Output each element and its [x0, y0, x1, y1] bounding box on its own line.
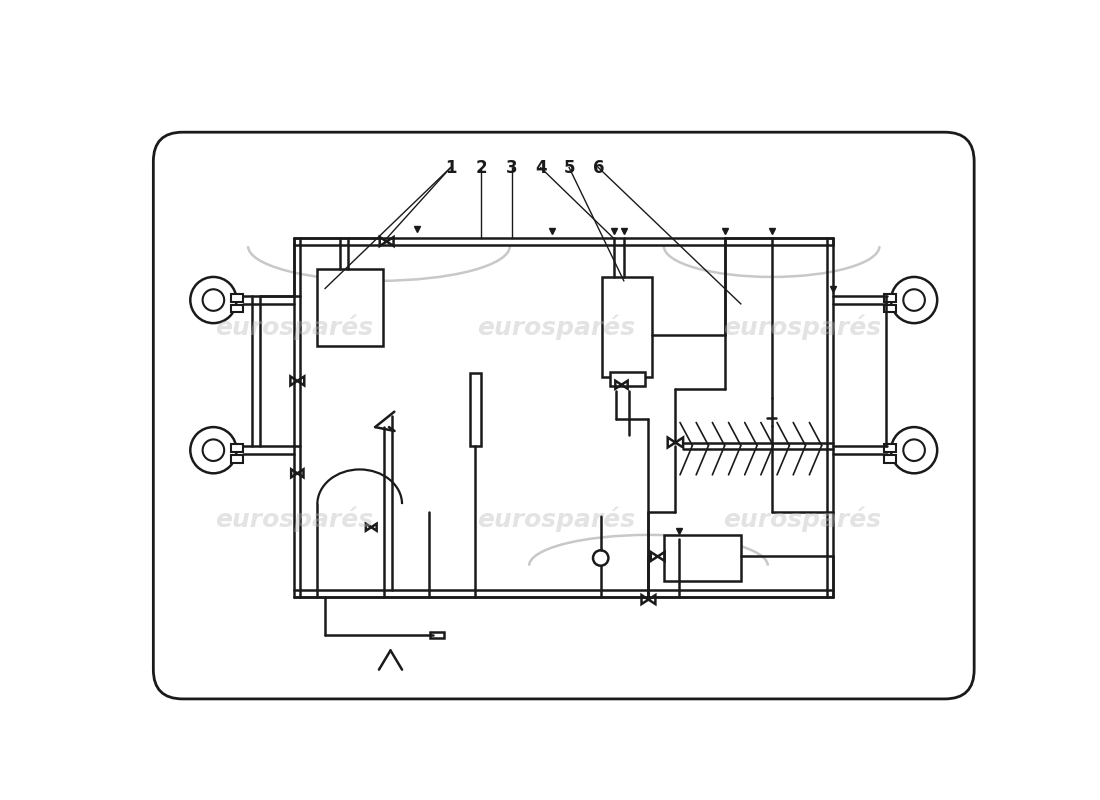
- Text: eurosparés: eurosparés: [724, 314, 881, 340]
- Bar: [318, 270, 383, 346]
- Circle shape: [190, 277, 236, 323]
- Circle shape: [202, 439, 224, 461]
- Circle shape: [202, 290, 224, 311]
- Bar: [884, 294, 896, 302]
- Bar: [430, 632, 443, 638]
- Circle shape: [903, 290, 925, 311]
- Circle shape: [903, 439, 925, 461]
- Text: 4: 4: [535, 158, 547, 177]
- Circle shape: [593, 550, 608, 566]
- Bar: [664, 535, 741, 581]
- Text: 5: 5: [563, 158, 575, 177]
- Circle shape: [891, 427, 937, 474]
- Text: 3: 3: [506, 158, 518, 177]
- Bar: [231, 294, 243, 302]
- Bar: [231, 455, 243, 462]
- Text: eurosparés: eurosparés: [477, 506, 635, 532]
- Text: eurosparés: eurosparés: [216, 506, 373, 532]
- Bar: [231, 444, 243, 452]
- Text: eurosparés: eurosparés: [216, 314, 373, 340]
- Text: 1: 1: [444, 158, 456, 177]
- Bar: [609, 372, 645, 386]
- Text: 6: 6: [593, 158, 604, 177]
- Circle shape: [190, 427, 236, 474]
- Bar: [231, 305, 243, 312]
- Bar: [884, 444, 896, 452]
- Bar: [470, 373, 481, 446]
- Bar: [884, 305, 896, 312]
- Circle shape: [891, 277, 937, 323]
- Text: eurosparés: eurosparés: [477, 314, 635, 340]
- Text: 2: 2: [475, 158, 487, 177]
- Bar: [603, 277, 652, 377]
- Bar: [884, 455, 896, 462]
- Text: eurosparés: eurosparés: [724, 506, 881, 532]
